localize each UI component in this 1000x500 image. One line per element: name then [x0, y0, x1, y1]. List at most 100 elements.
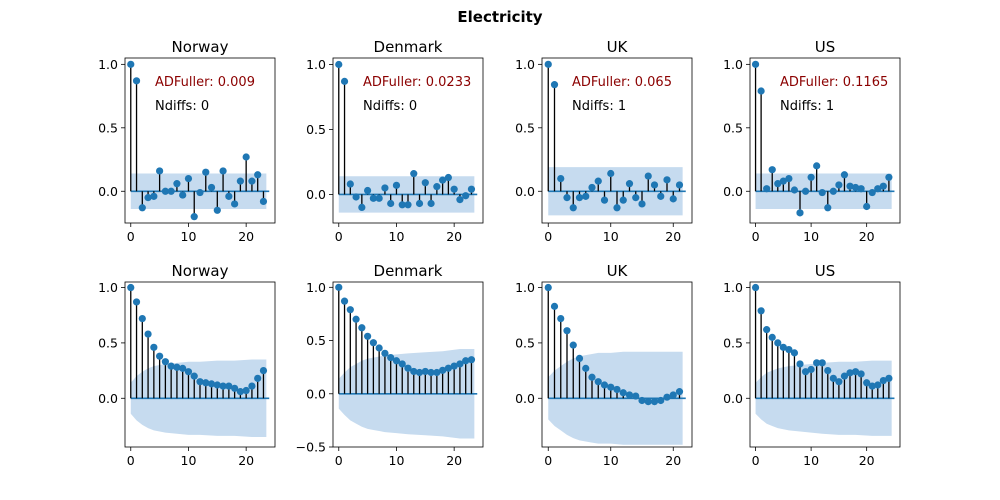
x-tick-label: 0 — [335, 229, 343, 244]
x-tick-label: 0 — [127, 229, 135, 244]
x-tick-label: 20 — [446, 229, 462, 244]
point-lag-21 — [675, 181, 684, 189]
adfuller-annotation: ADFuller: 0.1165 — [780, 75, 888, 90]
point-lag-17 — [650, 181, 659, 189]
point-lag-5 — [364, 332, 372, 340]
point-lag-22 — [874, 381, 882, 389]
point-lag-9 — [387, 353, 395, 362]
point-lag-0 — [127, 60, 135, 68]
point-lag-22 — [874, 185, 882, 193]
point-lag-1 — [132, 77, 141, 85]
pacf-panel-us: 0 10 20 0.0 0.5 1.0 US ADFuller: 0.1165 Ndiffs: … — [723, 38, 901, 244]
point-lag-12 — [619, 196, 627, 204]
point-lag-8 — [796, 209, 804, 217]
subplot-title: Denmark — [374, 262, 443, 280]
point-lag-7 — [167, 362, 175, 370]
point-lag-0 — [751, 283, 760, 292]
point-lag-8 — [381, 349, 389, 357]
point-lag-4 — [774, 339, 782, 347]
point-lag-14 — [829, 374, 837, 382]
point-lag-7 — [375, 344, 383, 352]
point-lag-1 — [550, 302, 559, 310]
point-lag-2 — [557, 174, 565, 183]
point-lag-11 — [813, 359, 821, 367]
adfuller-annotation: ADFuller: 0.009 — [155, 75, 255, 90]
y-tick-label: 0.0 — [723, 391, 743, 406]
point-lag-8 — [173, 363, 181, 371]
point-lag-15 — [835, 378, 843, 386]
point-lag-22 — [254, 171, 262, 179]
subplot-title: Norway — [172, 262, 229, 280]
y-tick-label: −0.5 — [296, 440, 326, 455]
ndiffs-annotation: Ndiffs: 0 — [363, 99, 417, 114]
x-tick-label: 10 — [181, 453, 197, 468]
x-tick-label: 20 — [238, 229, 254, 244]
point-lag-1 — [340, 77, 349, 85]
point-lag-16 — [840, 171, 849, 179]
point-lag-19 — [444, 364, 452, 372]
point-lag-16 — [427, 199, 435, 208]
point-lag-9 — [801, 368, 810, 376]
point-lag-10 — [607, 383, 615, 391]
pacf-panel-norway: 0 10 20 0.0 0.5 1.0 Norway ADFuller: 0.009 Ndiff… — [98, 38, 276, 244]
y-tick-label: 0.5 — [98, 120, 118, 135]
point-lag-18 — [439, 176, 447, 184]
point-lag-18 — [657, 192, 665, 200]
y-tick-label: 0.0 — [515, 184, 535, 199]
point-lag-14 — [632, 194, 640, 202]
point-lag-3 — [563, 327, 571, 335]
point-lag-12 — [404, 201, 412, 209]
point-lag-16 — [644, 172, 652, 180]
point-lag-20 — [863, 379, 871, 387]
point-lag-14 — [415, 368, 424, 377]
point-lag-13 — [625, 391, 634, 399]
point-lag-8 — [173, 180, 181, 188]
x-tick-label: 20 — [446, 453, 462, 468]
point-lag-0 — [335, 283, 343, 291]
x-tick-label: 0 — [335, 453, 343, 468]
point-lag-2 — [138, 204, 146, 212]
subplot-title: US — [815, 262, 836, 280]
point-lag-3 — [352, 193, 360, 201]
x-tick-label: 10 — [389, 453, 405, 468]
point-lag-11 — [398, 360, 406, 368]
point-lag-19 — [857, 370, 865, 378]
y-tick-label: 0.0 — [306, 187, 326, 202]
point-lag-8 — [381, 184, 389, 192]
point-lag-19 — [663, 176, 671, 184]
point-lag-12 — [196, 188, 204, 197]
point-lag-24 — [885, 173, 893, 181]
point-lag-9 — [600, 196, 609, 204]
x-tick-label: 10 — [181, 229, 197, 244]
point-lag-3 — [144, 194, 152, 202]
point-lag-17 — [650, 397, 659, 406]
point-lag-11 — [613, 204, 621, 212]
point-lag-15 — [421, 367, 429, 376]
point-lag-7 — [167, 187, 175, 195]
y-tick-label: 0.0 — [98, 391, 118, 406]
point-lag-2 — [138, 314, 146, 323]
point-lag-9 — [387, 199, 395, 208]
x-tick-label: 10 — [803, 453, 819, 468]
point-lag-15 — [213, 206, 221, 214]
point-lag-20 — [450, 362, 458, 370]
point-lag-14 — [632, 392, 640, 400]
point-lag-9 — [179, 364, 187, 372]
point-lag-2 — [346, 306, 354, 314]
point-lag-4 — [569, 341, 577, 349]
x-tick-label: 0 — [127, 453, 135, 468]
point-lag-7 — [790, 349, 799, 357]
point-lag-9 — [179, 191, 187, 199]
point-lag-1 — [757, 87, 765, 95]
point-lag-4 — [358, 324, 366, 332]
point-lag-21 — [456, 196, 464, 204]
point-lag-7 — [588, 183, 596, 192]
point-lag-11 — [190, 372, 198, 380]
point-lag-16 — [219, 382, 227, 390]
point-lag-10 — [184, 174, 193, 183]
point-lag-6 — [582, 364, 590, 372]
subplot-title: Norway — [172, 38, 229, 56]
point-lag-5 — [364, 186, 372, 195]
point-lag-7 — [375, 194, 383, 202]
pacf-panel-denmark: 0 10 20 0.0 0.5 1.0 Denmark ADFuller: 0.0233 Ndi… — [306, 38, 484, 244]
